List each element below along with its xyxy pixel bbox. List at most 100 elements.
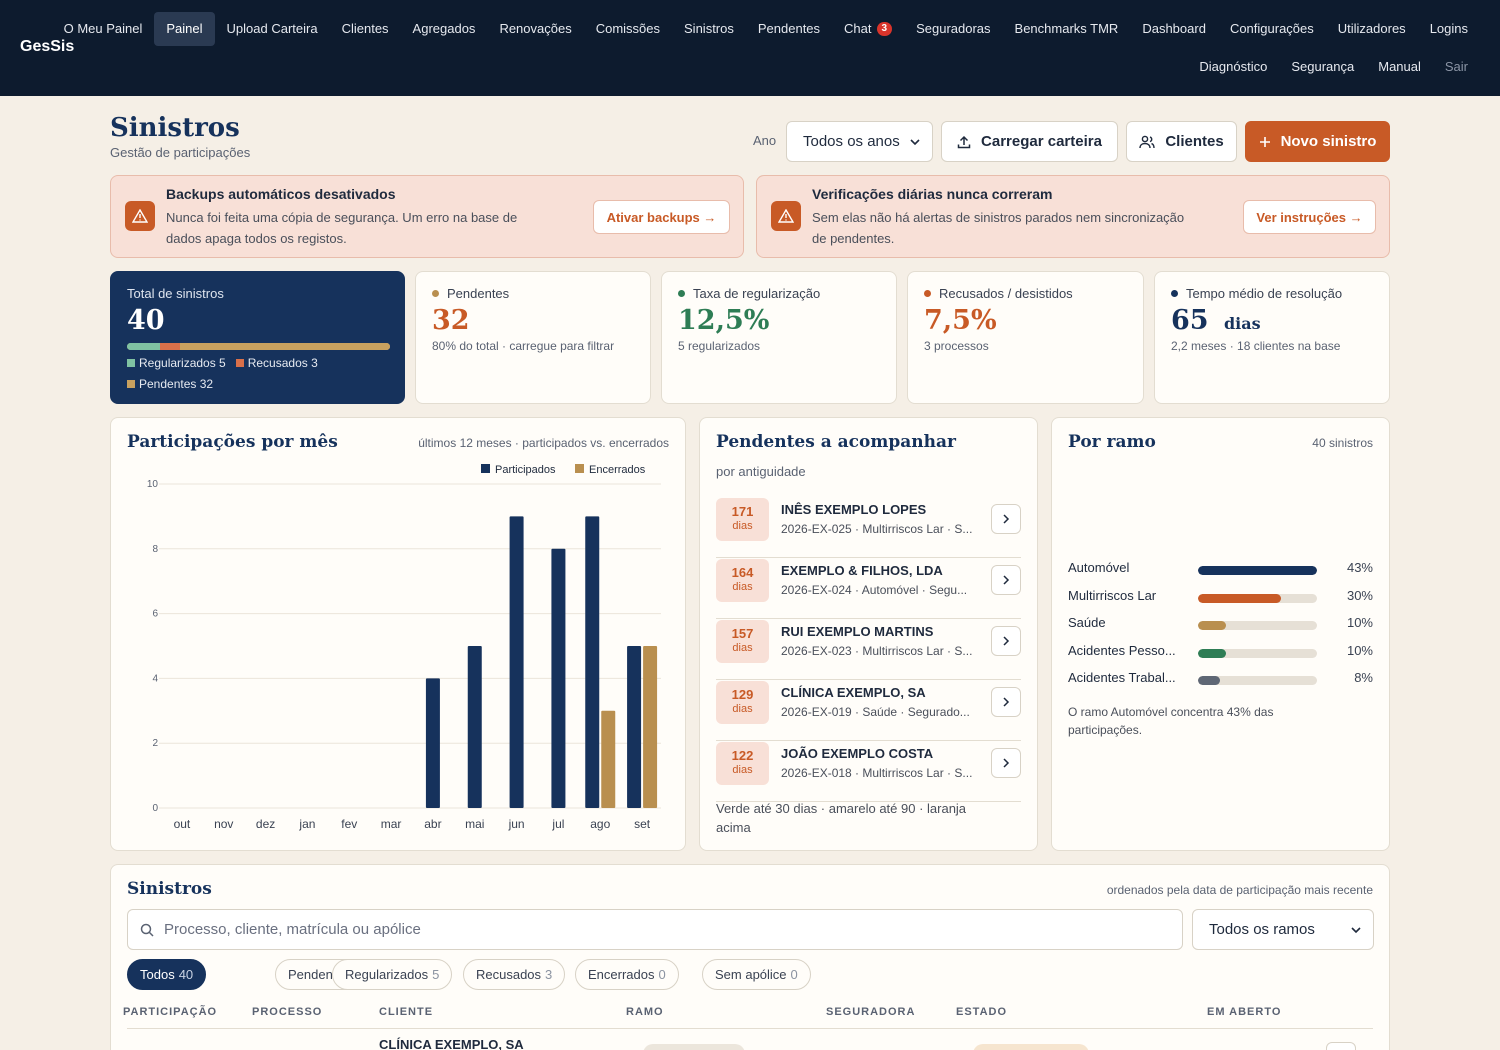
ramo-name: Acidentes Pesso... <box>1068 642 1176 658</box>
page-title: Sinistros <box>110 113 240 143</box>
filter-chip-encerrados[interactable]: Encerrados 0 <box>575 959 679 990</box>
legend-label-encerrados: Encerrados <box>589 464 646 476</box>
nav-comissoes[interactable]: Comissões <box>595 21 661 36</box>
warning-triangle-icon <box>125 201 155 231</box>
stat-taxa-regularizacao: Taxa de regularização 12,5% 5 regulariza… <box>661 271 897 404</box>
bar-participados-mai <box>467 646 482 808</box>
filter-chip-recusados[interactable]: Recusados 3 <box>463 959 566 990</box>
nav-configuracoes[interactable]: Configurações <box>1229 21 1314 36</box>
ramo-row[interactable]: Acidentes Trabal... 8% <box>1068 670 1373 690</box>
nav-seguradoras[interactable]: Seguradoras <box>916 21 991 36</box>
novo-sinistro-button[interactable]: Novo sinistro <box>1245 121 1390 162</box>
panel-title: Por ramo <box>1068 432 1156 452</box>
ramo-bar-fill <box>1198 593 1282 603</box>
x-tick-label: out <box>174 817 191 831</box>
nav-painel[interactable]: Painel <box>154 12 215 46</box>
bar-segment-pendentes <box>179 343 390 350</box>
nav-row-secondary: Diagnóstico Segurança Manual Sair <box>1187 50 1480 84</box>
pending-list-item[interactable]: 122 dias JOÃO EXEMPLO COSTA 2026-EX-018 · M… <box>716 742 1021 802</box>
bar-segment-recusados <box>159 343 180 350</box>
year-select[interactable]: Todos os anos <box>786 121 933 162</box>
pending-list-item[interactable]: 164 dias EXEMPLO & FILHOS, LDA 2026-EX-024 … <box>716 559 1021 619</box>
stat-label: Pendentes <box>432 286 509 301</box>
stat-tempo-medio: Tempo médio de resolução 65 dias 2,2 mes… <box>1154 271 1390 404</box>
pending-legend-note: Verde até 30 dias · amarelo até 90 · lar… <box>716 801 967 835</box>
col-participacao[interactable]: PARTICIPAÇÃO <box>123 1006 218 1018</box>
ramo-name: Automóvel <box>1068 560 1130 575</box>
col-seguradora[interactable]: SEGURADORA <box>826 1006 916 1018</box>
nav-sair[interactable]: Sair <box>1444 59 1468 74</box>
filter-chip-todos[interactable]: Todos 40 <box>127 959 207 990</box>
search-input[interactable]: Processo, cliente, matrícula ou apólice <box>127 909 1183 950</box>
pending-age-badge: 129 dias <box>716 681 769 724</box>
filter-chip-sem-apólice[interactable]: Sem apólice 0 <box>702 959 811 990</box>
chevron-right-icon[interactable] <box>991 626 1021 656</box>
year-select-value: Todos os anos <box>803 133 900 150</box>
chevron-right-icon[interactable] <box>991 748 1021 778</box>
upload-carteira-button[interactable]: Carregar carteira <box>941 121 1118 162</box>
chevron-right-icon[interactable] <box>991 504 1021 534</box>
pending-client-name: EXEMPLO & FILHOS, LDA <box>781 563 943 578</box>
y-tick-label: 2 <box>152 738 158 749</box>
pending-list-item[interactable]: 157 dias RUI EXEMPLO MARTINS 2026-EX-023 · … <box>716 620 1021 680</box>
nav-pendentes[interactable]: Pendentes <box>757 21 821 36</box>
pending-client-name: CLÍNICA EXEMPLO, SA <box>781 685 926 700</box>
ramo-bar-fill <box>1198 648 1226 658</box>
bar-segment-regularizados <box>127 343 160 350</box>
nav-utilizadores[interactable]: Utilizadores <box>1337 21 1406 36</box>
nav-o-meu-painel[interactable]: O Meu Painel <box>63 21 143 36</box>
brand-logo[interactable]: GesSis <box>20 38 75 55</box>
ramo-row[interactable]: Multirriscos Lar 30% <box>1068 588 1373 608</box>
nav-logins[interactable]: Logins <box>1429 21 1468 36</box>
ramo-percent: 10% <box>1346 642 1373 658</box>
table-row-ramo-pill <box>643 1044 745 1050</box>
bar-participados-jul <box>551 548 566 808</box>
chevron-right-icon[interactable] <box>991 687 1021 717</box>
y-tick-label: 6 <box>152 609 158 620</box>
table-row-open-button[interactable] <box>1326 1042 1356 1050</box>
panel-subtitle: por antiguidade <box>716 464 806 479</box>
nav-seguranca[interactable]: Segurança <box>1291 59 1355 74</box>
alert-title: Verificações diárias nunca correram <box>812 186 1053 202</box>
alert-verificacoes: Verificações diárias nunca correram Sem … <box>756 175 1390 258</box>
col-estado[interactable]: ESTADO <box>956 1006 1008 1018</box>
col-cliente[interactable]: CLIENTE <box>379 1006 434 1018</box>
x-tick-label: abr <box>424 817 441 831</box>
nav-sinistros[interactable]: Sinistros <box>684 21 734 36</box>
pending-meta: 2026-EX-023 · Multirriscos Lar · S... <box>781 644 973 658</box>
stat-note: 5 regularizados <box>678 339 761 353</box>
panel-note: ordenados pela data de participação mais… <box>1106 883 1373 897</box>
ramo-filter-select[interactable]: Todos os ramos <box>1192 909 1374 950</box>
filter-chip-regularizados[interactable]: Regularizados 5 <box>332 959 453 990</box>
nav-upload-carteira[interactable]: Upload Carteira <box>226 21 318 36</box>
chevron-right-icon[interactable] <box>991 565 1021 595</box>
nav-benchmarks-tmr[interactable]: Benchmarks TMR <box>1014 21 1119 36</box>
ramo-row[interactable]: Acidentes Pesso... 10% <box>1068 643 1373 663</box>
panel-pendentes-acompanhar: Pendentes a acompanhar por antiguidade 1… <box>699 417 1038 851</box>
table-row-client[interactable]: CLÍNICA EXEMPLO, SA <box>379 1037 524 1050</box>
pending-list-item[interactable]: 129 dias CLÍNICA EXEMPLO, SA 2026-EX-019 · … <box>716 681 1021 741</box>
ramo-row[interactable]: Saúde 10% <box>1068 615 1373 635</box>
ver-instrucoes-button[interactable]: Ver instruções → <box>1243 200 1376 234</box>
ramo-bar-track <box>1198 593 1317 603</box>
nav-renovacoes[interactable]: Renovações <box>499 21 572 36</box>
col-ramo[interactable]: RAMO <box>626 1006 664 1018</box>
pending-client-name: RUI EXEMPLO MARTINS <box>781 624 934 639</box>
col-processo[interactable]: PROCESSO <box>252 1006 323 1018</box>
ramo-row[interactable]: Automóvel 43% <box>1068 560 1373 580</box>
col-em-aberto[interactable]: EM ABERTO <box>1207 1006 1282 1018</box>
nav-clientes[interactable]: Clientes <box>341 21 389 36</box>
clientes-button[interactable]: Clientes <box>1126 121 1237 162</box>
nav-manual[interactable]: Manual <box>1378 59 1421 74</box>
stat-total-sinistros[interactable]: Total de sinistros 40 Regularizados 5 Re… <box>110 271 405 404</box>
nav-diagnostico[interactable]: Diagnóstico <box>1199 59 1268 74</box>
nav-dashboard[interactable]: Dashboard <box>1142 21 1206 36</box>
nav-chat[interactable]: Chat 3 <box>832 12 904 46</box>
nav-agregados[interactable]: Agregados <box>412 21 476 36</box>
stat-pendentes[interactable]: Pendentes 32 80% do total · carregue par… <box>415 271 651 404</box>
ativar-backups-button[interactable]: Ativar backups → <box>593 200 730 234</box>
ramo-percent: 8% <box>1354 670 1373 685</box>
pending-list-item[interactable]: 171 dias INÊS EXEMPLO LOPES 2026-EX-025 · M… <box>716 498 1021 558</box>
x-tick-label: fev <box>341 817 357 831</box>
legend-label-participados: Participados <box>495 464 556 476</box>
